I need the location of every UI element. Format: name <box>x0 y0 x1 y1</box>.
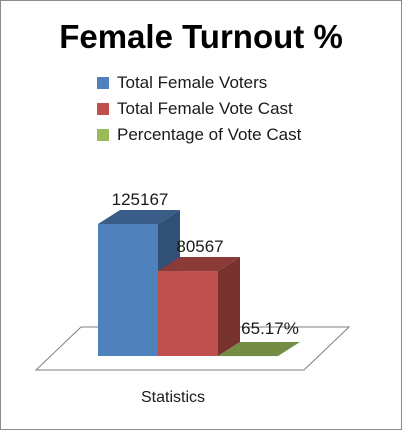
legend-swatch-total-female-voters <box>97 77 109 89</box>
bars-group <box>98 210 300 357</box>
legend-item-percentage-of-vote-cast: Percentage of Vote Cast <box>97 122 301 148</box>
bar-side-total-female-vote-cast <box>218 257 240 356</box>
chart-title: Female Turnout % <box>59 18 343 55</box>
data-labels-group: 125167 80567 65.17% <box>112 190 299 338</box>
bar-total-female-vote-cast <box>158 257 240 356</box>
bar-top-total-female-voters <box>98 210 180 224</box>
legend-label-percentage-of-vote-cast: Percentage of Vote Cast <box>117 125 302 144</box>
legend-swatch-total-female-vote-cast <box>97 103 109 115</box>
legend: Total Female Voters Total Female Vote Ca… <box>97 70 301 148</box>
legend-label-total-female-vote-cast: Total Female Vote Cast <box>117 99 293 118</box>
bar-front-total-female-vote-cast <box>158 271 218 356</box>
bar-percentage-of-vote-cast <box>218 342 300 357</box>
bar-top-total-female-vote-cast <box>158 257 240 272</box>
legend-label-total-female-voters: Total Female Voters <box>117 73 268 92</box>
bar-top-percentage-of-vote-cast <box>218 342 300 356</box>
legend-item-total-female-voters: Total Female Voters <box>97 70 301 96</box>
category-label-statistics: Statistics <box>141 389 205 406</box>
legend-swatch-percentage-of-vote-cast <box>97 129 109 141</box>
legend-item-total-female-vote-cast: Total Female Vote Cast <box>97 96 301 122</box>
bar-front-total-female-voters <box>98 224 158 356</box>
data-label-total-female-voters: 125167 <box>112 190 169 209</box>
data-label-total-female-vote-cast: 80567 <box>176 237 223 256</box>
data-label-percentage-of-vote-cast: 65.17% <box>241 319 299 338</box>
